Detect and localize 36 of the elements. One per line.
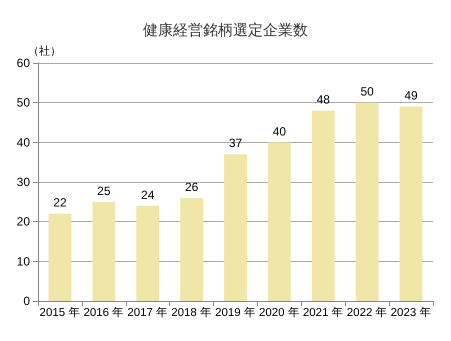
bar <box>180 198 204 301</box>
x-tick-label: 2020 年 <box>259 306 300 319</box>
data-label: 22 <box>53 196 67 210</box>
y-axis-title: （社） <box>28 44 61 58</box>
y-tick-label: 50 <box>16 96 30 110</box>
data-label: 50 <box>360 84 374 99</box>
data-label: 48 <box>316 92 330 107</box>
bar <box>92 202 116 301</box>
x-tick-label: 2023 年 <box>390 306 432 319</box>
y-tick-label: 0 <box>23 294 30 308</box>
x-tick-label: 2017 年 <box>127 306 168 319</box>
y-tick-label: 30 <box>16 175 30 189</box>
x-tick-label: 2022 年 <box>346 306 388 319</box>
bar <box>356 102 379 301</box>
bar <box>224 154 247 301</box>
data-label: 24 <box>141 188 155 202</box>
bar <box>312 110 335 301</box>
data-label: 25 <box>97 184 111 198</box>
x-tick-label: 2019 年 <box>215 306 256 319</box>
chart-title: 健康経営銘柄選定企業数 <box>143 22 308 39</box>
y-tick-label: 40 <box>16 135 30 150</box>
bar <box>268 142 291 301</box>
bar <box>136 206 160 301</box>
y-tick-label: 10 <box>16 254 30 268</box>
data-label: 26 <box>184 180 199 194</box>
x-tick-label: 2018 年 <box>171 306 212 319</box>
data-label: 40 <box>272 124 286 138</box>
y-tick-label: 60 <box>16 56 30 70</box>
x-tick-label: 2015 年 <box>40 306 80 319</box>
bar <box>48 214 72 301</box>
bar <box>400 106 422 301</box>
data-label: 37 <box>228 136 242 150</box>
y-tick-label: 20 <box>16 214 30 229</box>
x-tick-label: 2021 年 <box>302 306 344 319</box>
data-label: 49 <box>404 88 418 103</box>
x-tick-label: 2016 年 <box>83 306 124 319</box>
